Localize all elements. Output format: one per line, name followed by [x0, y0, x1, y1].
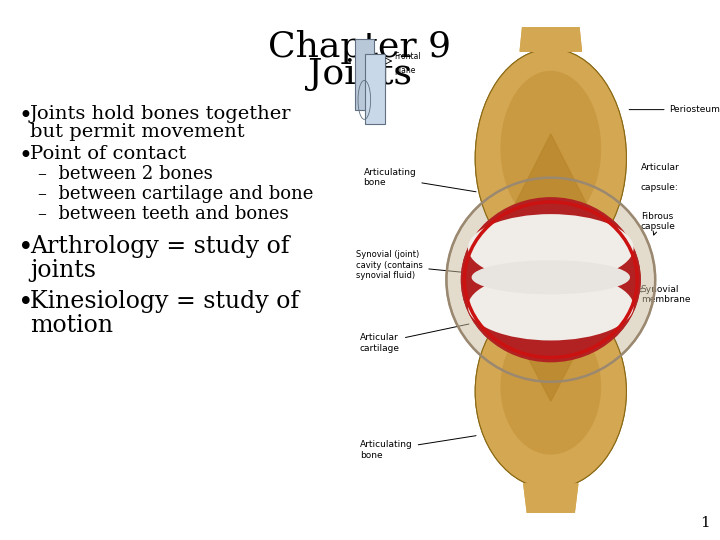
Text: •: •	[18, 105, 32, 128]
Text: –  between 2 bones: – between 2 bones	[38, 165, 212, 183]
Ellipse shape	[475, 294, 626, 489]
Text: 1: 1	[701, 516, 710, 530]
Ellipse shape	[461, 197, 641, 362]
Text: –  between teeth and bones: – between teeth and bones	[38, 205, 289, 223]
Text: Point of contact: Point of contact	[30, 145, 186, 163]
Text: motion: motion	[30, 314, 113, 337]
Text: but permit movement: but permit movement	[30, 123, 245, 141]
Ellipse shape	[475, 49, 626, 267]
Polygon shape	[508, 319, 594, 401]
FancyBboxPatch shape	[366, 54, 385, 124]
Ellipse shape	[500, 71, 601, 226]
Ellipse shape	[529, 521, 572, 535]
Polygon shape	[521, 0, 582, 51]
Polygon shape	[523, 484, 577, 528]
Text: Fibrous
capsule: Fibrous capsule	[641, 212, 675, 235]
Text: •: •	[18, 145, 32, 168]
FancyBboxPatch shape	[355, 39, 374, 110]
Polygon shape	[511, 134, 590, 212]
Ellipse shape	[446, 178, 655, 382]
Text: Frontal: Frontal	[395, 52, 420, 60]
Text: Kinesiology = study of: Kinesiology = study of	[30, 290, 299, 313]
Polygon shape	[511, 134, 590, 212]
Ellipse shape	[500, 319, 601, 455]
Text: capsule:: capsule:	[641, 183, 678, 192]
Text: Articulating
bone: Articulating bone	[364, 168, 476, 192]
Ellipse shape	[468, 214, 634, 282]
Text: Synovial (joint)
cavity (contains
synovial fluid): Synovial (joint) cavity (contains synovi…	[356, 250, 462, 280]
Polygon shape	[508, 319, 594, 401]
Text: Articular: Articular	[641, 164, 680, 172]
Polygon shape	[523, 484, 577, 528]
Text: •: •	[18, 235, 34, 260]
Text: Articulating
bone: Articulating bone	[360, 436, 476, 460]
Text: Articular
cartilage: Articular cartilage	[360, 324, 469, 353]
Text: Periosteum: Periosteum	[629, 105, 720, 114]
Ellipse shape	[468, 272, 634, 340]
Text: Chapter 9: Chapter 9	[269, 30, 451, 64]
Text: Arthrology = study of: Arthrology = study of	[30, 235, 289, 258]
Text: •: •	[18, 290, 34, 315]
Ellipse shape	[468, 214, 634, 282]
Ellipse shape	[500, 71, 601, 226]
Ellipse shape	[475, 49, 626, 267]
Ellipse shape	[472, 260, 630, 294]
Text: Synovial
membrane: Synovial membrane	[638, 285, 690, 304]
Ellipse shape	[472, 260, 630, 294]
Polygon shape	[521, 0, 582, 51]
Text: plane: plane	[395, 66, 415, 75]
Text: joints: joints	[30, 259, 96, 282]
Text: Joints: Joints	[308, 57, 412, 91]
Ellipse shape	[526, 0, 576, 6]
Ellipse shape	[500, 319, 601, 455]
Ellipse shape	[468, 272, 634, 340]
Ellipse shape	[475, 294, 626, 489]
Text: Joints hold bones together: Joints hold bones together	[30, 105, 292, 123]
Ellipse shape	[529, 521, 572, 535]
Text: –  between cartilage and bone: – between cartilage and bone	[38, 185, 313, 203]
Ellipse shape	[526, 0, 576, 6]
Ellipse shape	[461, 197, 641, 362]
